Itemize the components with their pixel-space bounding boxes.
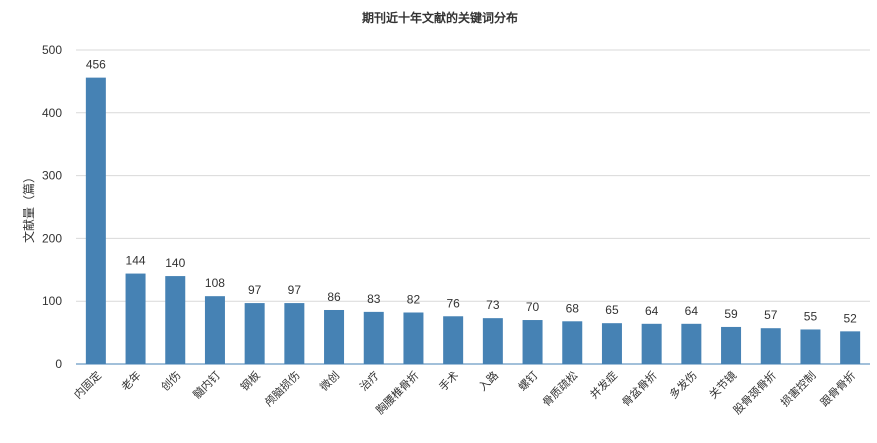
bar <box>284 303 305 364</box>
bar <box>840 331 861 364</box>
data-labels: 456 144 140 108 97 97 86 83 82 76 73 70 68 65 64 64 59 57… <box>86 58 857 326</box>
x-tick-label: 胸腰椎骨折 <box>373 368 422 417</box>
gridlines <box>76 49 870 302</box>
x-tick-label: 骨盆骨折 <box>619 368 660 409</box>
data-label: 70 <box>526 300 540 314</box>
data-label: 144 <box>126 254 146 268</box>
data-label: 140 <box>165 256 185 270</box>
data-label: 76 <box>446 296 460 310</box>
bar <box>721 326 742 364</box>
bars <box>85 77 861 364</box>
y-axis-ticks: 0 100 200 300 400 500 <box>42 43 62 371</box>
x-tick-label: 治疗 <box>356 368 381 393</box>
y-tick-label: 200 <box>42 231 62 245</box>
bar <box>244 303 265 364</box>
bar <box>522 320 543 364</box>
data-label: 55 <box>804 309 818 323</box>
x-tick-label: 老年 <box>118 368 143 393</box>
data-label: 86 <box>327 290 341 304</box>
data-label: 97 <box>248 283 262 297</box>
bar <box>800 329 821 364</box>
y-tick-label: 100 <box>42 294 62 308</box>
bar <box>363 311 384 364</box>
bar <box>324 309 345 364</box>
x-tick-label: 并发症 <box>587 368 620 401</box>
x-tick-label: 钢板 <box>237 368 262 393</box>
y-tick-label: 500 <box>42 43 62 57</box>
x-tick-label: 颅脑损伤 <box>261 368 302 409</box>
data-label: 57 <box>764 308 778 322</box>
data-label: 68 <box>566 301 580 315</box>
x-tick-label: 螺钉 <box>516 369 541 394</box>
bar <box>562 321 583 364</box>
x-tick-label: 微创 <box>317 368 342 393</box>
x-tick-label: 创伤 <box>159 369 184 394</box>
y-axis-label: 文献量（篇） <box>21 171 36 243</box>
y-tick-label: 300 <box>42 169 62 183</box>
bar <box>204 296 225 364</box>
bar <box>403 312 424 364</box>
x-tick-label: 跟骨骨折 <box>817 368 858 409</box>
bar <box>85 77 106 364</box>
y-tick-label: 0 <box>55 357 62 371</box>
data-label: 97 <box>288 283 302 297</box>
x-tick-label: 股骨颈骨折 <box>730 368 779 417</box>
x-tick-label: 入路 <box>476 369 501 394</box>
data-label: 108 <box>205 276 225 290</box>
data-label: 64 <box>685 304 699 318</box>
bar <box>601 323 622 364</box>
x-tick-label: 损害控制 <box>778 368 819 409</box>
data-label: 73 <box>486 298 500 312</box>
x-tick-label: 关节镜 <box>706 368 739 401</box>
data-label: 52 <box>843 311 857 325</box>
data-label: 456 <box>86 58 106 72</box>
bar <box>125 273 146 364</box>
chart-title: 期刊近十年文献的关键词分布 <box>362 10 518 25</box>
x-tick-label: 骨质疏松 <box>539 368 580 409</box>
bar <box>443 316 464 364</box>
bar <box>681 323 702 364</box>
x-tick-label: 髓内钉 <box>190 368 223 401</box>
bar <box>165 276 186 364</box>
data-label: 83 <box>367 292 381 306</box>
x-tick-label: 内固定 <box>71 368 104 401</box>
bar <box>482 318 503 364</box>
data-label: 82 <box>407 293 421 307</box>
y-tick-label: 400 <box>42 106 62 120</box>
x-tick-label: 手术 <box>436 368 461 393</box>
data-label: 65 <box>605 303 619 317</box>
data-label: 59 <box>724 307 738 321</box>
bar <box>641 323 662 364</box>
bar <box>760 328 781 364</box>
data-label: 64 <box>645 304 659 318</box>
x-tick-label: 多发伤 <box>666 368 699 401</box>
